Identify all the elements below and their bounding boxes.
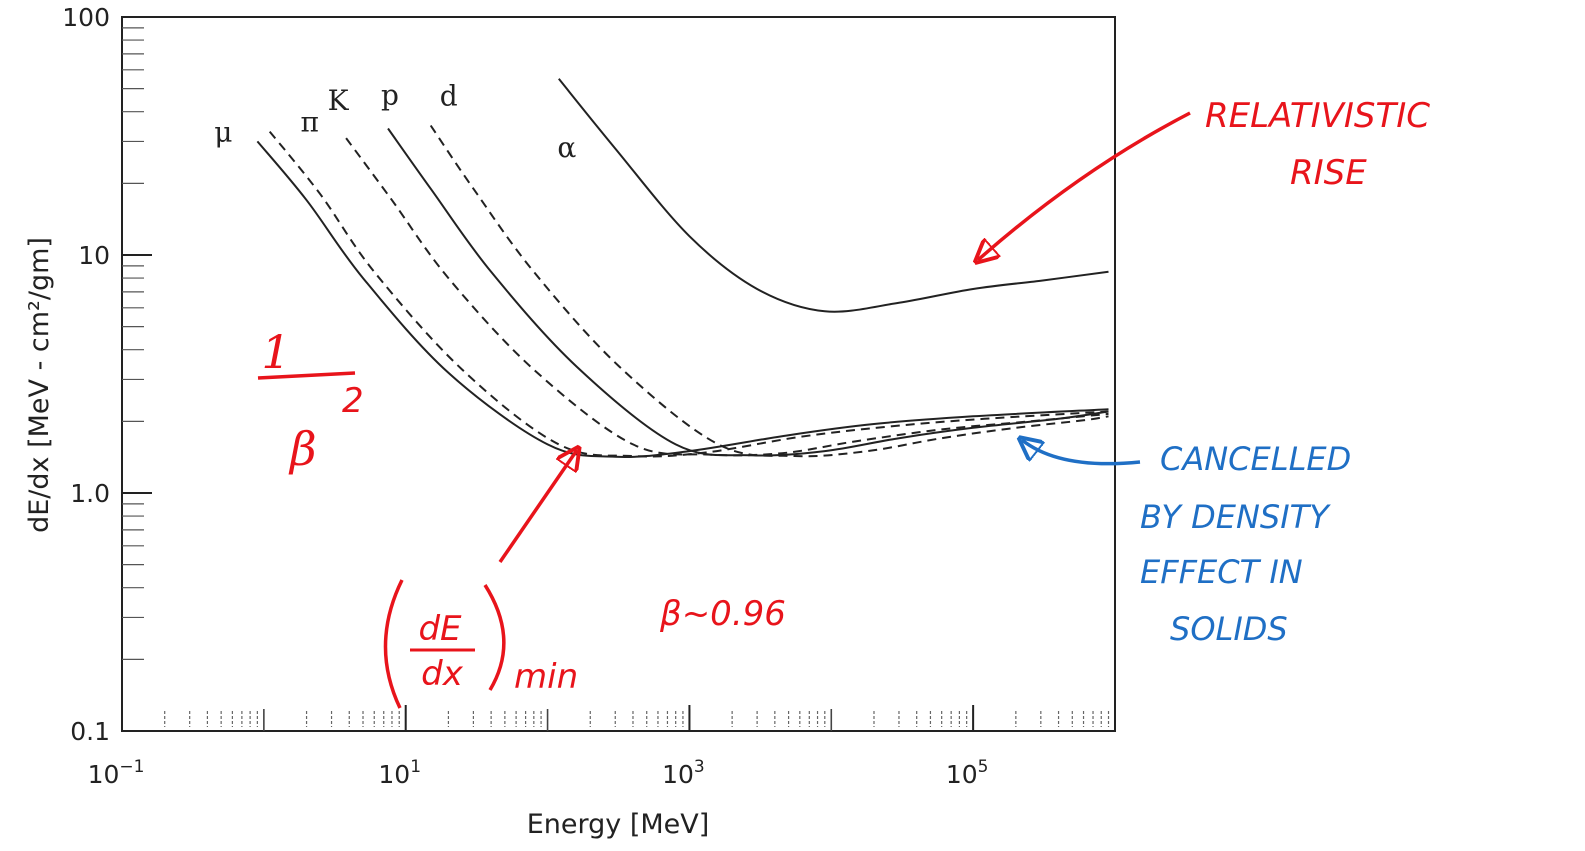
curve-label-μ: μ: [214, 115, 232, 148]
x-axis-ticks: 10−1 101 103 105: [88, 705, 989, 789]
density-effect-arrow: [1022, 440, 1141, 466]
dedx-min-subscript: min: [514, 657, 578, 697]
curve-α: [558, 78, 1109, 313]
curve-K: [345, 137, 1109, 457]
dedx-min-right-paren: [483, 584, 506, 691]
one-over-beta-numerator: 1: [261, 325, 290, 379]
plot-frame: [121, 16, 1116, 732]
curve-labels: μ πK p d α: [214, 79, 576, 164]
curve-label-α: α: [557, 131, 576, 164]
curve-label-p: p: [381, 79, 399, 112]
y-tick-label: 0.1: [70, 717, 110, 746]
x-tick-label: 10−1: [88, 757, 145, 789]
x-tick-label: 101: [378, 757, 421, 789]
beta-value: β~0.96: [659, 594, 786, 634]
dedx-min-numerator: dE: [418, 609, 462, 649]
minor-ticks: [121, 27, 1110, 731]
relativistic-rise-line1: RELATIVISTIC: [1205, 96, 1430, 136]
curve-d: [429, 124, 1109, 458]
density-effect-line1: CANCELLED: [1160, 440, 1351, 478]
curve-label-π: π: [301, 106, 319, 139]
curves: [256, 78, 1109, 459]
y-tick-label: 10: [78, 241, 110, 270]
y-axis-ticks: 100 10 1.0 0.1: [62, 3, 152, 746]
density-effect-line3: EFFECT IN: [1140, 553, 1303, 591]
y-axis-title: dE/dx [MeV - cm²/gm]: [24, 237, 55, 533]
one-over-beta-exponent: 2: [342, 381, 364, 421]
annotation-one-over-beta-squared: 1 β 2: [257, 325, 364, 476]
x-tick-label: 103: [662, 757, 705, 789]
one-over-beta-fraction-bar: [257, 371, 356, 380]
x-axis-title: Energy [MeV]: [527, 809, 710, 840]
curve-π: [268, 130, 1109, 458]
y-tick-label: 1.0: [70, 479, 110, 508]
dedx-min-left-paren: [383, 579, 404, 709]
dedx-min-denominator: dx: [421, 654, 464, 694]
annotation-density-effect: CANCELLED BY DENSITY EFFECT IN SOLIDS: [1022, 440, 1351, 648]
dedx-min-arrow: [498, 450, 577, 563]
annotation-dedx-min: dE dx min β~0.96: [383, 450, 786, 709]
curve-label-K: K: [328, 84, 350, 117]
density-effect-line2: BY DENSITY: [1140, 498, 1331, 536]
curve-p: [387, 127, 1109, 457]
annotation-relativistic-rise: RELATIVISTIC RISE: [978, 96, 1430, 260]
curve-μ: [256, 140, 1109, 459]
x-tick-label: 105: [946, 757, 989, 789]
curve-label-d: d: [440, 80, 458, 113]
y-tick-label: 100: [62, 3, 110, 32]
relativistic-rise-line2: RISE: [1290, 153, 1367, 193]
density-effect-line4: SOLIDS: [1170, 610, 1288, 648]
one-over-beta-denominator: β: [288, 422, 317, 476]
relativistic-rise-arrow: [978, 111, 1191, 260]
